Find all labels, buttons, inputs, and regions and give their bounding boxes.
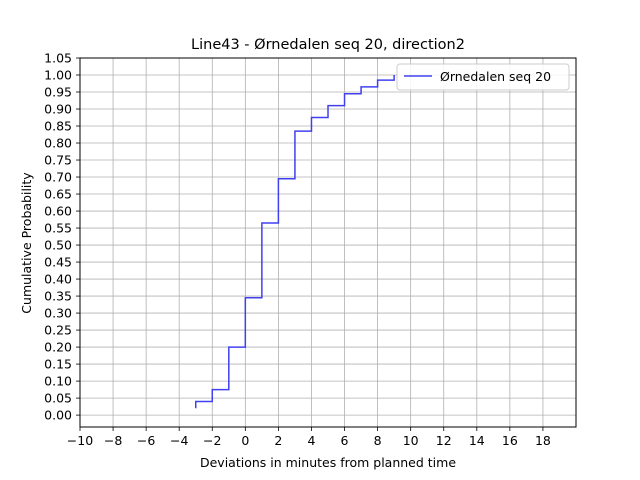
x-tick-label: −10 bbox=[67, 433, 93, 448]
y-tick-label: 0.25 bbox=[44, 323, 72, 338]
x-tick-label: 16 bbox=[502, 433, 518, 448]
y-tick-label: 0.00 bbox=[44, 408, 72, 423]
y-tick-label: 0.05 bbox=[44, 391, 72, 406]
plot-frame bbox=[79, 57, 577, 428]
y-tick-label: 0.20 bbox=[44, 340, 72, 355]
series-line bbox=[194, 75, 395, 409]
y-tick-label: 0.60 bbox=[44, 204, 72, 219]
y-tick-label: 0.90 bbox=[44, 102, 72, 117]
axis-ticks: −10 −8 −6 −4 −2 0 2 4 6 8 10 12 14 16 18 0.00 0.05 0.10 0.… bbox=[44, 51, 551, 449]
x-tick-label: 10 bbox=[403, 433, 419, 448]
x-tick-label: −8 bbox=[104, 433, 122, 448]
x-tick-label: −6 bbox=[137, 433, 155, 448]
y-tick-label: 0.80 bbox=[44, 136, 72, 151]
legend-box bbox=[396, 63, 570, 91]
y-tick-label: 1.00 bbox=[44, 68, 72, 83]
y-tick-label: 0.75 bbox=[44, 153, 72, 168]
x-tick-label: 18 bbox=[535, 433, 551, 448]
x-tick-label: 14 bbox=[469, 433, 485, 448]
x-tick-label: 0 bbox=[241, 433, 249, 448]
legend-label: Ørnedalen seq 20 bbox=[440, 69, 551, 84]
y-tick-label: 0.35 bbox=[44, 289, 72, 304]
y-tick-label: 0.45 bbox=[44, 255, 72, 270]
y-tick-label: 0.15 bbox=[44, 357, 72, 372]
y-tick-label: 0.55 bbox=[44, 221, 72, 236]
y-tick-label: 0.40 bbox=[44, 272, 72, 287]
x-tick-label: 2 bbox=[274, 433, 282, 448]
x-tick-label: −2 bbox=[203, 433, 221, 448]
y-tick-label: 0.95 bbox=[44, 85, 72, 100]
x-tick-label: 8 bbox=[374, 433, 382, 448]
x-tick-label: 12 bbox=[436, 433, 452, 448]
y-tick-label: 0.65 bbox=[44, 187, 72, 202]
y-tick-label: 0.50 bbox=[44, 238, 72, 253]
series-layer bbox=[194, 74, 395, 409]
x-tick-label: −4 bbox=[170, 433, 188, 448]
y-tick-label: 1.05 bbox=[44, 51, 72, 66]
x-axis-label: Deviations in minutes from planned time bbox=[200, 455, 456, 470]
y-tick-label: 0.10 bbox=[44, 374, 72, 389]
y-tick-label: 0.85 bbox=[44, 119, 72, 134]
y-tick-label: 0.70 bbox=[44, 170, 72, 185]
y-tick-label: 0.30 bbox=[44, 306, 72, 321]
y-axis-label: Cumulative Probability bbox=[19, 172, 34, 314]
legend: Ørnedalen seq 20 bbox=[396, 63, 570, 91]
x-tick-label: 4 bbox=[307, 433, 315, 448]
chart-title: Line43 - Ørnedalen seq 20, direction2 bbox=[191, 37, 465, 53]
x-tick-label: 6 bbox=[341, 433, 349, 448]
grid bbox=[79, 57, 576, 427]
